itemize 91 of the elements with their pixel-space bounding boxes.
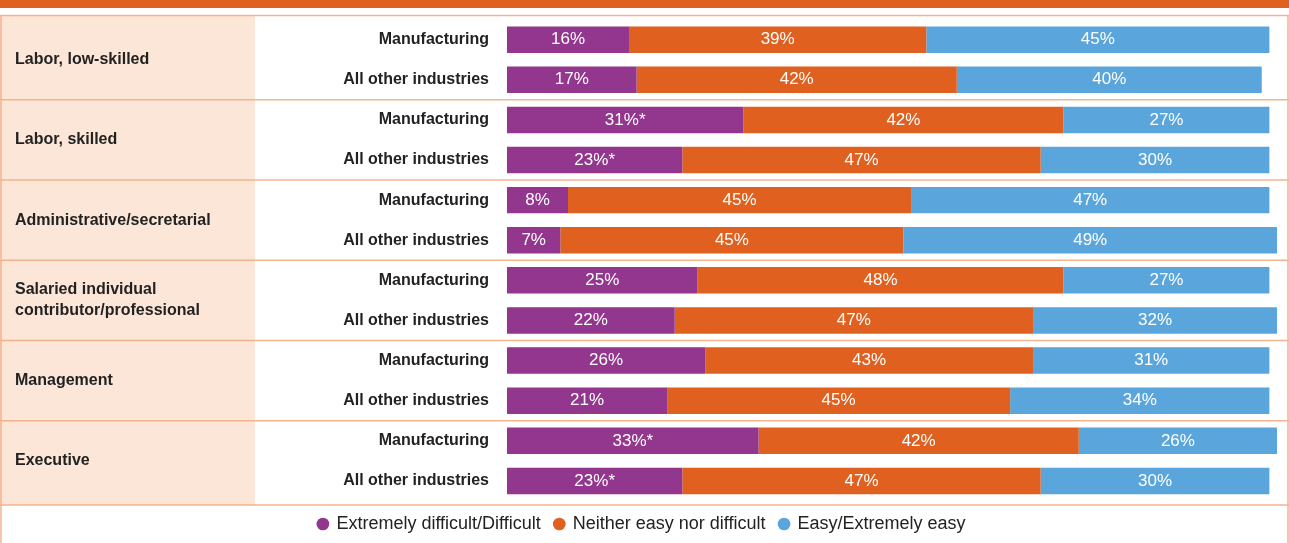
data-label: 27%: [1149, 109, 1184, 129]
data-label: 47%: [836, 310, 871, 330]
y-tick-label: Manufacturing: [378, 110, 489, 128]
bar: [758, 427, 1079, 455]
data-label: 23%*: [574, 470, 616, 490]
legend-label: Neither easy nor difficult: [572, 512, 766, 533]
data-label: 45%: [821, 390, 856, 410]
data-label: 31%: [1134, 350, 1169, 370]
text: Labor, skilled: [15, 130, 118, 148]
bar: [697, 267, 1064, 294]
data-label: 26%: [1160, 430, 1195, 450]
bar: [1040, 467, 1270, 495]
data-label: 45%: [714, 229, 749, 249]
data-label: 43%: [852, 350, 887, 370]
bar: [1033, 347, 1270, 374]
data-label: 17%: [554, 69, 589, 89]
bar: [560, 227, 904, 254]
data-label: 21%: [570, 390, 605, 410]
bar: [507, 66, 637, 94]
bar: [1063, 267, 1270, 294]
bar: [911, 186, 1270, 214]
bar: [1040, 146, 1270, 174]
text: Management: [15, 371, 114, 389]
bar: [1010, 387, 1270, 414]
data-label: 42%: [779, 69, 814, 89]
bar: [705, 347, 1034, 374]
legend-label: Easy/Extremely easy: [797, 512, 966, 533]
y-tick-label: Manufacturing: [378, 30, 489, 48]
text: Administrative/secretarial: [15, 210, 211, 228]
bar: [956, 66, 1262, 94]
bar: [674, 307, 1034, 334]
data-label: 47%: [844, 470, 879, 490]
bar: [507, 307, 675, 334]
data-label: 27%: [1149, 270, 1184, 290]
data-label: 30%: [1138, 470, 1173, 490]
y-tick-label: All other industries: [343, 150, 490, 168]
data-label: 42%: [886, 109, 921, 129]
y-tick-label: All other industries: [343, 70, 490, 88]
bar: [628, 26, 927, 53]
data-label: 26%: [589, 350, 624, 370]
bar: [682, 146, 1041, 174]
data-label: 25%: [585, 270, 620, 290]
bar: [667, 387, 1011, 414]
bar: [507, 146, 683, 174]
data-label: 23%*: [574, 149, 616, 169]
bar: [903, 227, 1277, 254]
bar: [507, 347, 706, 374]
y-tick-label: All other industries: [343, 230, 490, 248]
text: Salaried individual contributor/professional: [15, 280, 200, 319]
legend-label: Extremely difficult/Difficult: [336, 512, 541, 533]
data-label: 31%*: [604, 109, 646, 129]
data-label: 33%*: [612, 430, 654, 450]
data-label: 32%: [1138, 310, 1173, 330]
y-tick-label: All other industries: [343, 471, 490, 489]
y-tick-label: All other industries: [343, 310, 490, 328]
bar: [507, 467, 683, 495]
data-label: 34%: [1122, 390, 1157, 410]
bar: [682, 467, 1041, 495]
bar: [507, 267, 698, 294]
bar: [1078, 427, 1277, 455]
bar: [567, 186, 912, 214]
y-tick-label: Manufacturing: [378, 431, 489, 449]
data-label: 45%: [722, 189, 757, 209]
y-tick-label: Manufacturing: [378, 351, 489, 368]
bar: [1033, 307, 1277, 334]
data-label: 47%: [844, 149, 879, 169]
y-tick-label: Manufacturing: [378, 190, 489, 208]
data-label: 39%: [760, 29, 795, 49]
data-label: 30%: [1138, 149, 1173, 169]
data-label: 8%: [525, 189, 550, 209]
data-label: 47%: [1073, 189, 1108, 209]
bar: [507, 427, 759, 455]
y-tick-label: All other industries: [343, 391, 490, 409]
text: Executive: [15, 451, 90, 469]
data-label: 40%: [1092, 69, 1127, 89]
text: Labor, low-skilled: [15, 50, 150, 68]
data-label: 48%: [863, 270, 898, 290]
data-label: 22%: [573, 310, 608, 330]
data-label: 16%: [550, 29, 586, 49]
data-label: 49%: [1073, 229, 1108, 249]
bar: [743, 106, 1064, 134]
bar: [507, 26, 629, 53]
bar: [636, 66, 957, 94]
data-label: 42%: [901, 430, 936, 450]
bar: [926, 26, 1270, 53]
y-tick-label: Manufacturing: [378, 270, 489, 288]
data-label: 7%: [521, 229, 546, 249]
bar: [1063, 106, 1270, 134]
data-label: 45%: [1080, 29, 1115, 49]
bar: [507, 387, 668, 414]
bar: [507, 106, 744, 134]
